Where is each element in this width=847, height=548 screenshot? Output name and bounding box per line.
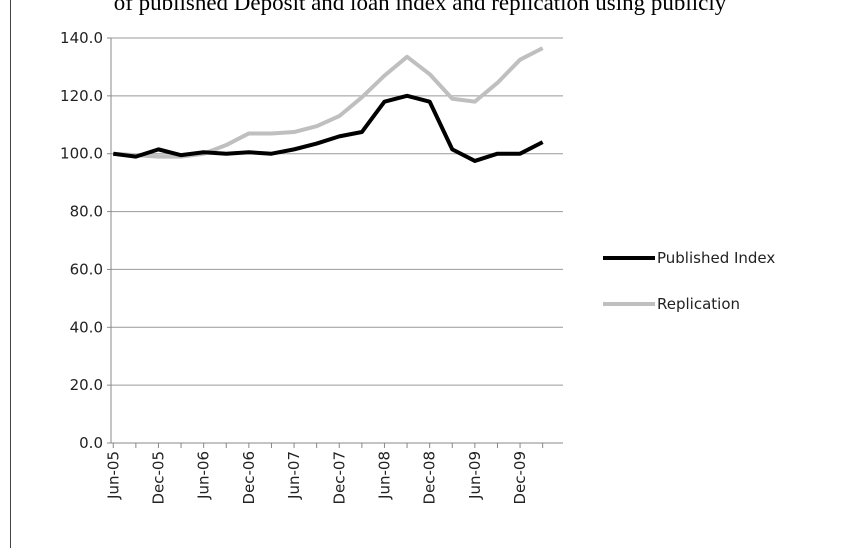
y-tick-label: 120.0 <box>60 87 103 105</box>
x-tick-label: Jun-08 <box>375 451 393 500</box>
x-tick-label: Dec-06 <box>240 451 258 505</box>
x-tick-label: Jun-05 <box>104 451 122 500</box>
legend-label: Replication <box>657 295 740 313</box>
y-tick-label: 40.0 <box>70 318 103 336</box>
chart-title: of published Deposit and loan index and … <box>114 0 727 15</box>
y-tick-label: 0.0 <box>79 434 103 452</box>
x-tick-label: Dec-08 <box>421 451 439 505</box>
x-tick-label: Jun-09 <box>466 451 484 500</box>
x-tick-label: Jun-06 <box>195 451 213 500</box>
series-line <box>113 93 544 163</box>
x-tick-label: Dec-05 <box>149 451 167 505</box>
y-tick-label: 20.0 <box>70 376 103 394</box>
y-tick-label: 100.0 <box>60 145 103 163</box>
x-tick-label: Dec-07 <box>330 451 348 505</box>
legend-label: Published Index <box>657 249 775 267</box>
x-tick-label: Dec-09 <box>511 451 529 505</box>
y-tick-label: 80.0 <box>70 203 103 221</box>
y-tick-label: 140.0 <box>60 29 103 47</box>
y-tick-label: 60.0 <box>70 260 103 278</box>
x-tick-label: Jun-07 <box>285 451 303 500</box>
